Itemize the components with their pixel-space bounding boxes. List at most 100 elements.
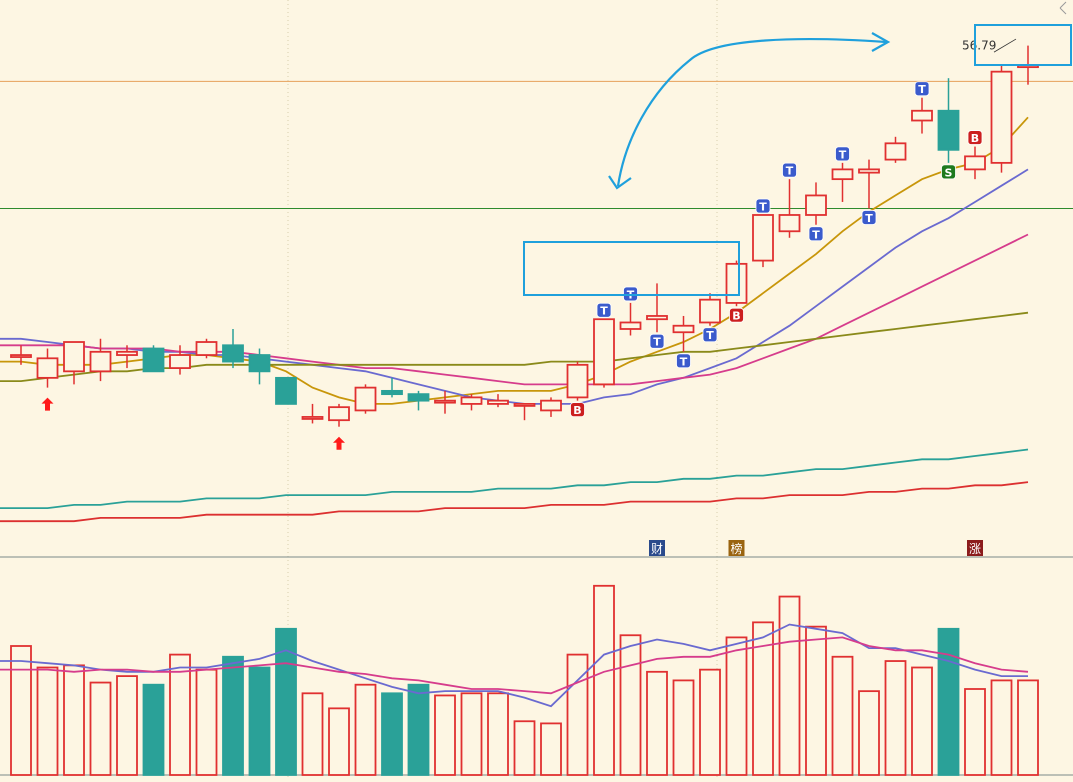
volume-bar-10	[275, 627, 297, 776]
signal-badge-letter-15: S	[945, 166, 953, 179]
volume-bar-36	[964, 688, 986, 776]
signal-badge-letter-13: T	[865, 212, 873, 225]
volume-bar-16	[434, 694, 456, 776]
candle-body-37	[990, 70, 1013, 164]
candle-3	[89, 338, 112, 382]
signal-badge-15: S	[941, 164, 956, 179]
candle-body-30	[805, 194, 827, 216]
volume-bar-18	[487, 692, 509, 776]
event-badge-label-1: 榜	[730, 541, 742, 556]
candle-body-35	[937, 109, 960, 151]
ma-line-1	[0, 168, 1029, 405]
candle-body-27	[725, 262, 748, 304]
signal-badge-bg-8	[729, 307, 744, 323]
volume-bar-29	[778, 595, 801, 776]
signal-badge-letter-14: T	[918, 83, 926, 96]
candle-body-22	[593, 318, 615, 386]
volume-bar-31	[831, 655, 854, 776]
candle-body-18	[487, 399, 509, 405]
candle-34	[911, 97, 933, 134]
candle-24	[646, 283, 668, 333]
signal-badge-letter-7: T	[706, 329, 714, 342]
last-price-pointer	[993, 38, 1017, 53]
signal-badge-6: T	[676, 353, 691, 368]
volume-bar-35	[937, 627, 960, 776]
candle-37	[990, 65, 1013, 173]
volume-bar-20	[540, 722, 562, 776]
volume-bar-34	[911, 666, 933, 776]
signal-badge-2: B	[570, 402, 585, 418]
volume-ma-line-0	[0, 623, 1028, 708]
event-badge-bg-0	[649, 540, 665, 556]
signal-badge-10: T	[782, 162, 797, 178]
candle-body-1	[36, 357, 59, 379]
candle-body-23	[619, 321, 642, 330]
event-badge-2: 涨	[967, 540, 983, 556]
candle-20	[540, 397, 562, 417]
ma-line-2	[0, 233, 1029, 386]
candle-body-17	[460, 396, 483, 405]
signal-badge-bg-7	[702, 327, 718, 343]
candle-4	[116, 345, 138, 369]
candle-27	[725, 260, 748, 307]
volume-bar-32	[858, 690, 880, 776]
candle-body-0	[10, 354, 32, 358]
candle-body-3	[89, 350, 112, 373]
candle-13	[354, 384, 377, 414]
signal-badge-letter-5: T	[653, 336, 661, 349]
signal-badge-bg-9	[755, 198, 771, 214]
candle-2	[63, 341, 85, 385]
volume-bar-8	[222, 655, 244, 776]
volume-bar-1	[36, 666, 59, 776]
candle-body-11	[301, 416, 324, 420]
signal-badge-letter-2: B	[573, 404, 581, 417]
signal-badge-12: T	[835, 146, 850, 161]
highlight-box-top	[974, 24, 1072, 66]
ma-line-0	[0, 116, 1029, 405]
candle-30	[805, 182, 827, 225]
signal-badge-3: T	[596, 302, 612, 318]
volume-bar-4	[116, 675, 138, 776]
signal-badge-bg-2	[570, 402, 585, 418]
volume-bar-5	[142, 683, 165, 776]
signal-badge-letter-12: T	[839, 148, 847, 161]
volume-bar-30	[805, 625, 827, 776]
collapse-chevron-icon	[1059, 1, 1067, 15]
candle-body-5	[142, 347, 165, 373]
signal-badge-bg-5	[649, 333, 665, 349]
event-badge-label-2: 涨	[969, 541, 981, 556]
candle-body-32	[858, 168, 880, 174]
volume-bar-33	[884, 660, 907, 776]
candle-22	[593, 318, 615, 388]
candle-16	[434, 390, 456, 414]
signal-badge-bg-10	[782, 162, 797, 178]
signal-badge-11: T	[808, 226, 824, 241]
signal-badge-letter-3: T	[600, 305, 608, 318]
candle-body-34	[911, 109, 933, 122]
candle-body-24	[646, 315, 668, 321]
candle-17	[460, 394, 483, 411]
candle-body-12	[328, 406, 350, 422]
candle-1	[36, 348, 59, 388]
buy-arrow-icon-0	[41, 397, 54, 411]
candle-18	[487, 394, 509, 408]
candle-36	[964, 146, 986, 180]
candle-body-2	[63, 341, 85, 373]
candle-7	[195, 338, 218, 359]
arrowhead-right-icon	[871, 32, 891, 52]
candle-8	[222, 328, 244, 369]
volume-bar-25	[672, 679, 695, 776]
candle-body-13	[354, 386, 377, 412]
volume-bar-15	[407, 683, 430, 776]
event-badge-label-0: 财	[651, 542, 663, 556]
candle-body-4	[116, 350, 138, 356]
candle-33	[884, 136, 907, 163]
candle-body-9	[248, 354, 271, 373]
signal-badge-5: T	[649, 333, 665, 349]
candle-10	[275, 376, 297, 405]
candle-body-25	[672, 324, 695, 334]
signal-badge-9: T	[755, 198, 771, 214]
buy-arrow-icon-1	[333, 436, 345, 450]
volume-bar-14	[381, 692, 403, 776]
